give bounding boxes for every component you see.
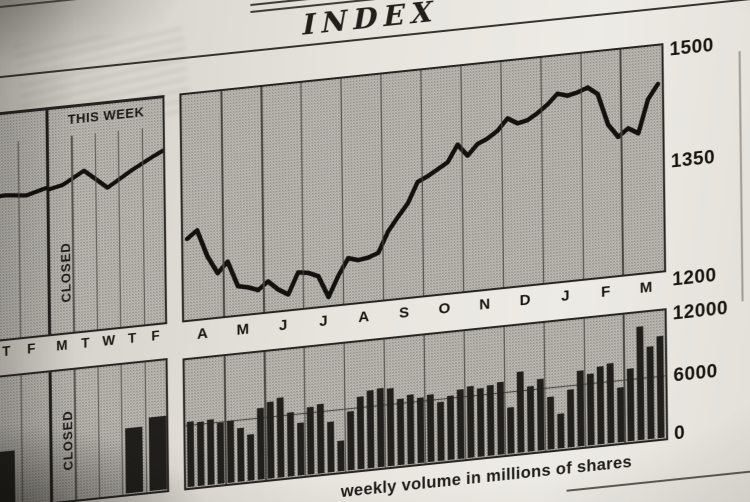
volume-bar bbox=[347, 410, 355, 471]
day-label: W bbox=[102, 332, 116, 349]
volume-bar bbox=[337, 440, 345, 472]
volume-bar bbox=[226, 420, 235, 483]
volume-bar bbox=[196, 421, 205, 487]
week-volume-bar bbox=[125, 426, 144, 494]
price-axis-tick-1500: 1500 bbox=[669, 34, 714, 61]
volume-bar bbox=[356, 396, 365, 470]
volume-bar bbox=[247, 433, 255, 481]
week-volume-panel: CLOSED bbox=[0, 358, 170, 502]
volume-bar bbox=[547, 396, 555, 450]
volume-bar bbox=[566, 389, 575, 448]
week-volume-bars bbox=[0, 415, 167, 502]
week-volume-bar bbox=[148, 415, 167, 492]
volume-bar bbox=[486, 384, 495, 456]
volume-bar bbox=[276, 397, 285, 478]
week-volume-bar bbox=[0, 450, 16, 502]
month-label: J bbox=[561, 287, 570, 306]
volume-axis-tick-12000: 12000 bbox=[672, 297, 729, 325]
volume-bar bbox=[256, 407, 265, 480]
volume-bar bbox=[446, 395, 455, 461]
day-label: T bbox=[2, 343, 11, 360]
month-label: S bbox=[398, 303, 410, 322]
volume-bar bbox=[426, 394, 435, 463]
price-axis-tick-1350: 1350 bbox=[670, 146, 716, 173]
day-label: F bbox=[27, 340, 36, 357]
volume-bar bbox=[216, 422, 225, 484]
week-price-line-chart bbox=[0, 148, 166, 208]
volume-bar bbox=[237, 427, 245, 482]
volume-bar bbox=[516, 371, 525, 453]
month-label: M bbox=[639, 278, 653, 297]
volume-bar bbox=[596, 366, 605, 445]
index-line-chart-panel bbox=[179, 43, 667, 323]
volume-bar bbox=[297, 422, 305, 476]
volume-bar bbox=[646, 346, 655, 440]
volume-bar bbox=[466, 385, 475, 458]
month-label: O bbox=[438, 299, 451, 318]
volume-axis-tick-6000: 6000 bbox=[673, 360, 718, 387]
volume-bar bbox=[507, 406, 515, 454]
volume-bar bbox=[476, 388, 485, 457]
volume-bar bbox=[656, 335, 665, 439]
month-label: A bbox=[196, 324, 208, 343]
volume-bar bbox=[206, 419, 215, 486]
month-label: F bbox=[601, 282, 611, 301]
month-label: J bbox=[319, 312, 328, 331]
top-left-rule-fragment bbox=[0, 0, 141, 15]
volume-bar bbox=[526, 385, 535, 452]
day-label: T bbox=[81, 335, 90, 351]
month-label: J bbox=[278, 316, 288, 335]
last-week-price-line bbox=[0, 186, 48, 208]
volume-bar bbox=[436, 401, 445, 462]
month-label: N bbox=[479, 295, 491, 314]
volume-axis-tick-0: 0 bbox=[673, 422, 686, 445]
this-week-price-line bbox=[47, 148, 166, 192]
volume-bar bbox=[286, 411, 295, 477]
volume-bar bbox=[406, 394, 415, 465]
volume-bar bbox=[386, 387, 395, 467]
week-price-panel: EEK THIS WEEK CLOSED bbox=[0, 95, 168, 346]
volume-bar bbox=[366, 389, 375, 469]
volume-bar bbox=[186, 421, 195, 488]
month-label: M bbox=[236, 320, 250, 339]
volume-bar bbox=[557, 413, 565, 449]
volume-bar bbox=[327, 421, 335, 473]
volume-bar bbox=[396, 398, 405, 466]
volume-bar bbox=[636, 326, 645, 441]
price-axis-tick-1200: 1200 bbox=[672, 264, 717, 291]
volume-bar bbox=[606, 362, 615, 444]
month-label: D bbox=[519, 291, 531, 310]
volume-bar bbox=[586, 373, 595, 446]
day-label: F bbox=[151, 327, 160, 344]
volume-bar bbox=[316, 403, 325, 474]
volume-bar bbox=[266, 401, 275, 479]
day-label: M bbox=[56, 337, 68, 354]
day-label: T bbox=[127, 330, 137, 347]
volume-bar bbox=[626, 368, 635, 442]
volume-bar bbox=[306, 406, 315, 475]
month-label: A bbox=[358, 308, 370, 327]
